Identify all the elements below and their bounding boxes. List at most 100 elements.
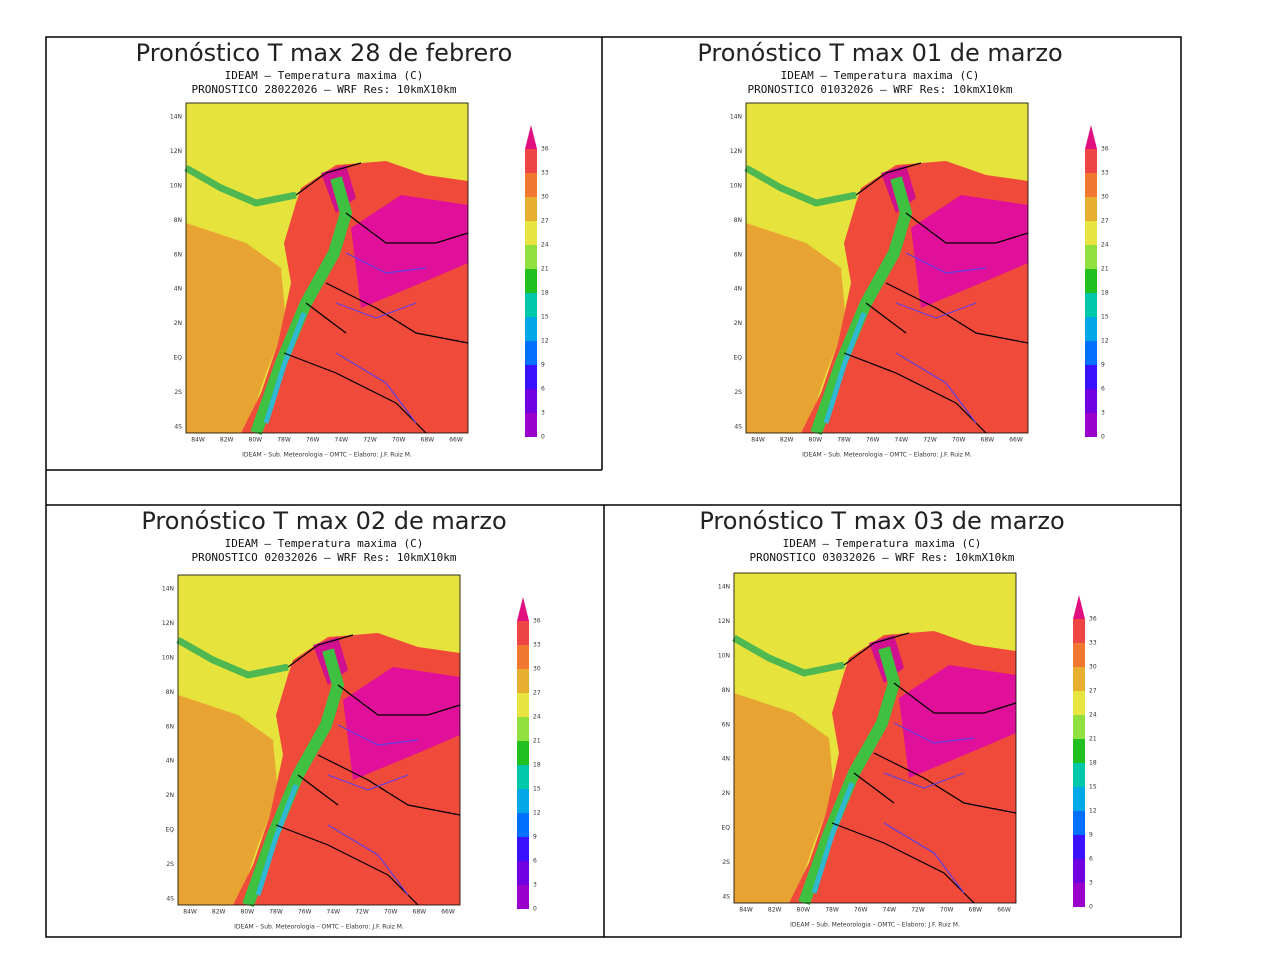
andes (250, 176, 353, 436)
colorbar-label: 30 (533, 666, 541, 673)
lon-label: 82W (780, 437, 794, 444)
map: 14N 12N 10N 8N 6N 4N 2N EQ 2S 4S 84W 82W 80W 78W 76W 74… (162, 574, 461, 931)
lat-label: 8N (734, 217, 742, 224)
colorbar-segment (1073, 715, 1085, 739)
rivers (895, 252, 987, 424)
colorbar-label: 6 (533, 858, 537, 865)
colorbar-segment (1073, 667, 1085, 691)
lat-label: 4S (734, 424, 742, 431)
colorbar-label: 6 (541, 386, 545, 393)
colorbar-segment (1073, 835, 1085, 859)
land-very-hot (343, 667, 460, 780)
colorbar-segment (1085, 413, 1097, 437)
lon-label: 80W (249, 437, 263, 444)
map: 14N 12N 10N 8N 6N 4N 2N EQ 2S 4S 84W 82W 80W 78W 76W 74… (730, 102, 1029, 459)
colorbar-label: 30 (1089, 664, 1097, 671)
gap (1182, 471, 1280, 504)
colorbar-label: 9 (541, 362, 545, 369)
panel-subtitle: IDEAM – Temperatura maxima (C) (225, 537, 424, 550)
colorbar-label: 27 (1089, 688, 1097, 695)
lat-label: 14N (162, 586, 174, 593)
colorbar-label: 24 (1089, 712, 1097, 719)
colorbar-label: 15 (541, 314, 549, 321)
colorbar-segment (525, 245, 537, 269)
lon-label: 70W (392, 437, 406, 444)
panel-title: Pronóstico T max 28 de febrero (136, 39, 513, 67)
map-border (745, 102, 1029, 434)
colorbar-segment (517, 861, 529, 885)
lat-label: 8N (166, 689, 174, 696)
map-border (185, 102, 469, 434)
lon-label: 80W (241, 909, 255, 916)
isthmus (744, 164, 857, 207)
colorbar-segment (525, 317, 537, 341)
colorbar-segment (525, 197, 537, 221)
panel-title: Pronóstico T max 01 de marzo (697, 39, 1062, 67)
colorbar-label: 12 (1089, 808, 1097, 815)
lon-label: 70W (940, 907, 954, 914)
map-border (177, 574, 461, 906)
lat-label: 4S (166, 896, 174, 903)
colorbar-segment (1073, 619, 1085, 643)
colorbar-label: 18 (1101, 290, 1109, 297)
panel-run: PRONOSTICO 03032026 – WRF Res: 10kmX10km (750, 551, 1015, 564)
colorbar-segment (517, 765, 529, 789)
andes (798, 646, 901, 906)
colorbar-segment (1085, 197, 1097, 221)
colorbar-segment (1073, 691, 1085, 715)
borders (283, 162, 469, 434)
colorbar-segment (1073, 787, 1085, 811)
colorbar-segment (517, 789, 529, 813)
lon-label: 74W (895, 437, 909, 444)
lat-label: 6N (174, 251, 182, 258)
lat-label: 4S (174, 424, 182, 431)
footer: IDEAM – Sub. Meteorologia – OMTC – Elabo… (790, 922, 960, 929)
panel-run: PRONOSTICO 01032026 – WRF Res: 10kmX10km (748, 83, 1013, 96)
lon-label: 84W (739, 907, 753, 914)
colorbar-label: 36 (1101, 146, 1109, 153)
colorbar-label: 33 (541, 170, 549, 177)
lat-label: 4N (722, 756, 730, 763)
colorbar-segment (517, 645, 529, 669)
colorbar-top (517, 597, 529, 621)
colorbar-segment (525, 149, 537, 173)
panel-run: PRONOSTICO 02032026 – WRF Res: 10kmX10km (192, 551, 457, 564)
colorbar-segment (1085, 221, 1097, 245)
colorbar-segment (1073, 739, 1085, 763)
andes (242, 648, 345, 908)
lon-label: 76W (306, 437, 320, 444)
colorbar-label: 36 (1089, 616, 1097, 623)
colorbar-label: 9 (1089, 832, 1093, 839)
lat-label: 8N (174, 217, 182, 224)
colorbar-segment (1073, 763, 1085, 787)
colorbar-segment (1085, 245, 1097, 269)
pacific-warm (186, 223, 286, 433)
colorbar-segment (1085, 293, 1097, 317)
lon-label: 78W (277, 437, 291, 444)
lat-label: 6N (734, 251, 742, 258)
lon-label: 66W (449, 437, 463, 444)
lon-label: 74W (883, 907, 897, 914)
colorbar-segment (1085, 365, 1097, 389)
colorbar-label: 18 (533, 762, 541, 769)
andes (810, 176, 913, 436)
colorbar-segment (1085, 341, 1097, 365)
colorbar-segment (1085, 389, 1097, 413)
lon-label: 70W (952, 437, 966, 444)
lat-label: 2S (734, 389, 742, 396)
colorbar-segment (1085, 317, 1097, 341)
frame (45, 36, 1182, 938)
colorbar-top (525, 125, 537, 149)
footer: IDEAM – Sub. Meteorologia – OMTC – Elabo… (242, 452, 412, 459)
isthmus (176, 636, 289, 679)
colorbar-label: 6 (1101, 386, 1105, 393)
colorbar-label: 27 (541, 218, 549, 225)
lon-label: 68W (981, 437, 995, 444)
lon-label: 74W (335, 437, 349, 444)
colorbar-label: 30 (1101, 194, 1109, 201)
colorbar-label: 3 (533, 882, 537, 889)
lon-label: 84W (183, 909, 197, 916)
